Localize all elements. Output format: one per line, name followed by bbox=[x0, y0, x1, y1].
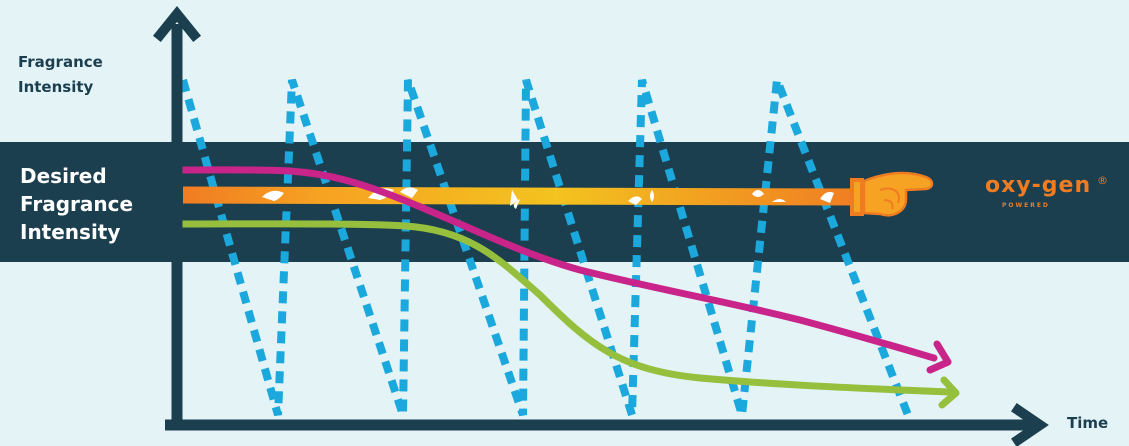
magenta-decline-line bbox=[179, 166, 938, 362]
x-axis-label: Time bbox=[1067, 414, 1109, 432]
dashed-burst-line bbox=[179, 78, 912, 417]
pointing-hand-icon bbox=[850, 171, 934, 217]
y-axis-arrowhead bbox=[152, 6, 202, 43]
magenta-arrowhead bbox=[926, 340, 952, 374]
logo-registered-mark: ® bbox=[1097, 174, 1108, 187]
x-axis-arrowhead bbox=[1011, 403, 1049, 446]
green-arrowhead bbox=[938, 376, 960, 409]
flower-pattern bbox=[262, 187, 834, 209]
green-decline-line bbox=[179, 220, 954, 396]
oxygen-logo: oxy-gen ® POWERED bbox=[985, 173, 1115, 216]
band-label: Desired Fragrance Intensity bbox=[20, 164, 134, 244]
logo-tagline: POWERED bbox=[1002, 202, 1050, 209]
y-axis-label: Fragrance Intensity bbox=[18, 53, 103, 96]
logo-wordmark: oxy-gen bbox=[985, 173, 1092, 198]
oxygen-constant-line bbox=[182, 186, 863, 206]
